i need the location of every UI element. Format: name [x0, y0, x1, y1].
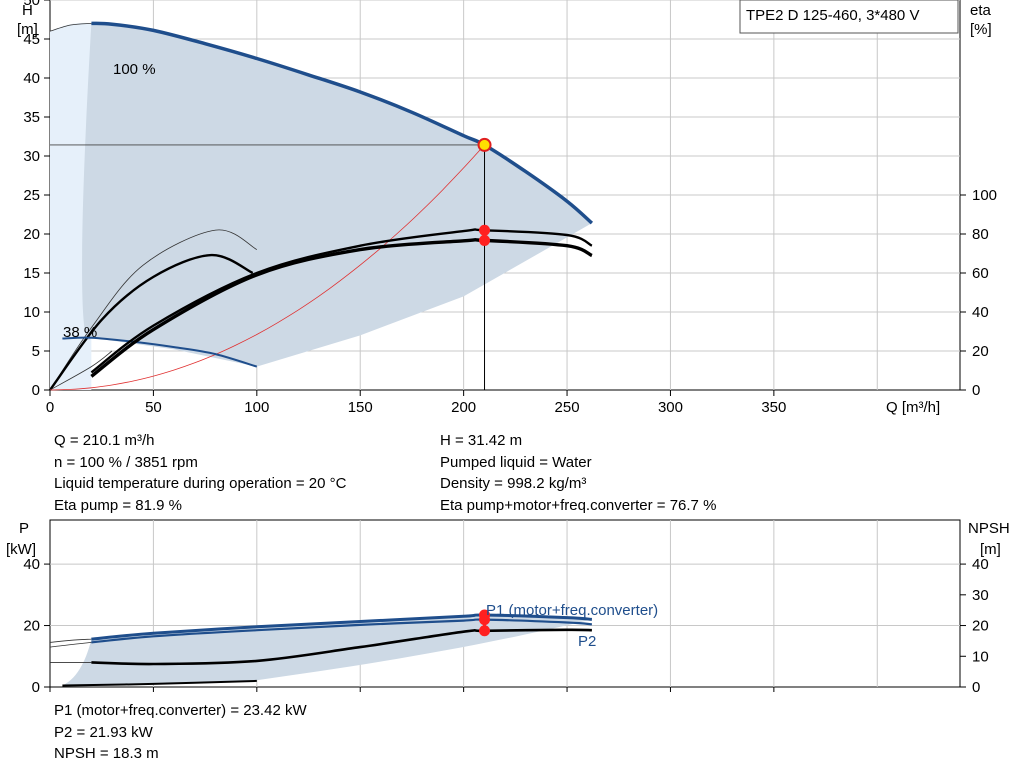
legend-p2: P2: [578, 633, 596, 650]
q-axis-label: Q [m³/h]: [886, 399, 940, 416]
info-q: Q = 210.1 m³/h: [54, 432, 155, 449]
duty-info-right: H = 31.42 m Pumped liquid = Water Densit…: [440, 430, 716, 516]
npsh-tick-label: 10: [972, 648, 989, 665]
info-eta-total: Eta pump+motor+freq.converter = 76.7 %: [440, 496, 717, 514]
eta-tick-label: 60: [972, 265, 989, 282]
info-liquid: Pumped liquid = Water: [440, 453, 592, 471]
h-tick-label: 15: [23, 265, 40, 282]
eta-38-thick: [49, 253, 254, 391]
pump-title: TPE2 D 125-460, 3*480 V: [746, 7, 919, 24]
npsh-tick-label: 0: [972, 679, 980, 696]
h-tick-label: 0: [32, 382, 40, 399]
info-temperature: Liquid temperature during operation = 20…: [54, 475, 347, 492]
head-curve-38: [62, 336, 258, 368]
curve-label-100: 100 %: [113, 61, 156, 78]
q-tick-label: 200: [451, 399, 476, 416]
npsh-axis-title: NPSH: [968, 520, 1010, 537]
head-plot-curves: [49, 21, 594, 391]
p-tick-label: 40: [23, 556, 40, 573]
eta-pump-curve: [90, 228, 593, 374]
eta-origin-link: [49, 350, 113, 391]
q-tick-label: 250: [555, 399, 580, 416]
q-tick-label: 50: [145, 399, 162, 416]
npsh-tick-label: 30: [972, 587, 989, 604]
eta-pump-point: [479, 224, 491, 236]
p1-extension: [49, 638, 92, 643]
h-tick-label: 40: [23, 70, 40, 87]
p-tick-label: 0: [32, 679, 40, 696]
eta-tick-label: 20: [972, 343, 989, 360]
p-tick-label: 20: [23, 618, 40, 635]
duty-point: [477, 137, 492, 152]
info-h: H = 31.42 m: [440, 432, 523, 449]
eta-tick-label: 0: [972, 382, 980, 399]
p-axis-title: P: [19, 520, 29, 537]
eta-axis-unit: [%]: [970, 21, 992, 38]
p2-extension: [49, 642, 92, 648]
h-tick-label: 5: [32, 343, 40, 360]
npsh-curve: [91, 628, 592, 666]
h-tick-label: 45: [23, 31, 40, 48]
h-tick-label: 10: [23, 304, 40, 321]
p2-curve: [91, 618, 592, 644]
legend-p1: P1 (motor+freq.converter): [486, 602, 658, 619]
eta-total-curve: [90, 238, 593, 378]
h-tick-label: 20: [23, 226, 40, 243]
pump-title-box: [739, 0, 959, 34]
npsh-tick-label: 40: [972, 556, 989, 573]
info-p2: P2 = 21.93 kW: [54, 723, 153, 741]
p1-curve: [91, 613, 593, 641]
npsh-tick-label: 20: [972, 618, 989, 635]
q-tick-label: 150: [348, 399, 373, 416]
q-tick-label: 350: [761, 399, 786, 416]
eta-total-point: [479, 234, 491, 246]
power-plot-ticks: 0 20 40 0 10 20 30 40: [23, 556, 988, 696]
p-38-curve: [62, 679, 257, 687]
info-npsh: NPSH = 18.3 m: [54, 745, 159, 762]
npsh-point: [479, 625, 491, 637]
h-axis-unit: [m]: [17, 21, 38, 38]
duty-info-left: Q = 210.1 m³/h n = 100 % / 3851 rpm Liqu…: [54, 430, 346, 516]
head-curve-extension: [49, 23, 92, 32]
h-tick-label: 30: [23, 148, 40, 165]
eta-axis-title: eta: [970, 2, 992, 19]
eta-tick-label: 80: [972, 226, 989, 243]
head-plot-ticks: 0 5 10 15 20 25 30 35 40 45 50 0 20 40 60 80 100 0 50 100 15…: [23, 0, 997, 416]
power-plot-curves: [49, 609, 593, 687]
q-tick-label: 100: [244, 399, 269, 416]
p-axis-unit: [kW]: [6, 541, 36, 558]
npsh-axis-unit: [m]: [980, 541, 1001, 558]
h-tick-label: 50: [23, 0, 40, 9]
info-p1: P1 (motor+freq.converter) = 23.42 kW: [54, 702, 307, 719]
head-curve-100: [91, 21, 594, 225]
low-flow-zone: [50, 22, 92, 391]
h-axis-title: H: [22, 2, 33, 19]
q-tick-label: 0: [46, 399, 54, 416]
head-operating-area: [50, 22, 592, 391]
h-tick-label: 35: [23, 109, 40, 126]
eta-38-thin: [49, 229, 257, 391]
info-eta-pump: Eta pump = 81.9 %: [54, 496, 182, 514]
system-curve: [49, 143, 487, 391]
operating-area: [82, 23, 592, 367]
h-tick-label: 25: [23, 187, 40, 204]
info-speed: n = 100 % / 3851 rpm: [54, 453, 198, 471]
power-info: P1 (motor+freq.converter) = 23.42 kW P2 …: [54, 700, 307, 765]
q-tick-label: 300: [658, 399, 683, 416]
info-density: Density = 998.2 kg/m³: [440, 475, 587, 492]
curve-label-38: 38 %: [63, 324, 97, 341]
eta-tick-label: 40: [972, 304, 989, 321]
p2-point: [479, 614, 491, 626]
eta-tick-label: 100: [972, 187, 997, 204]
